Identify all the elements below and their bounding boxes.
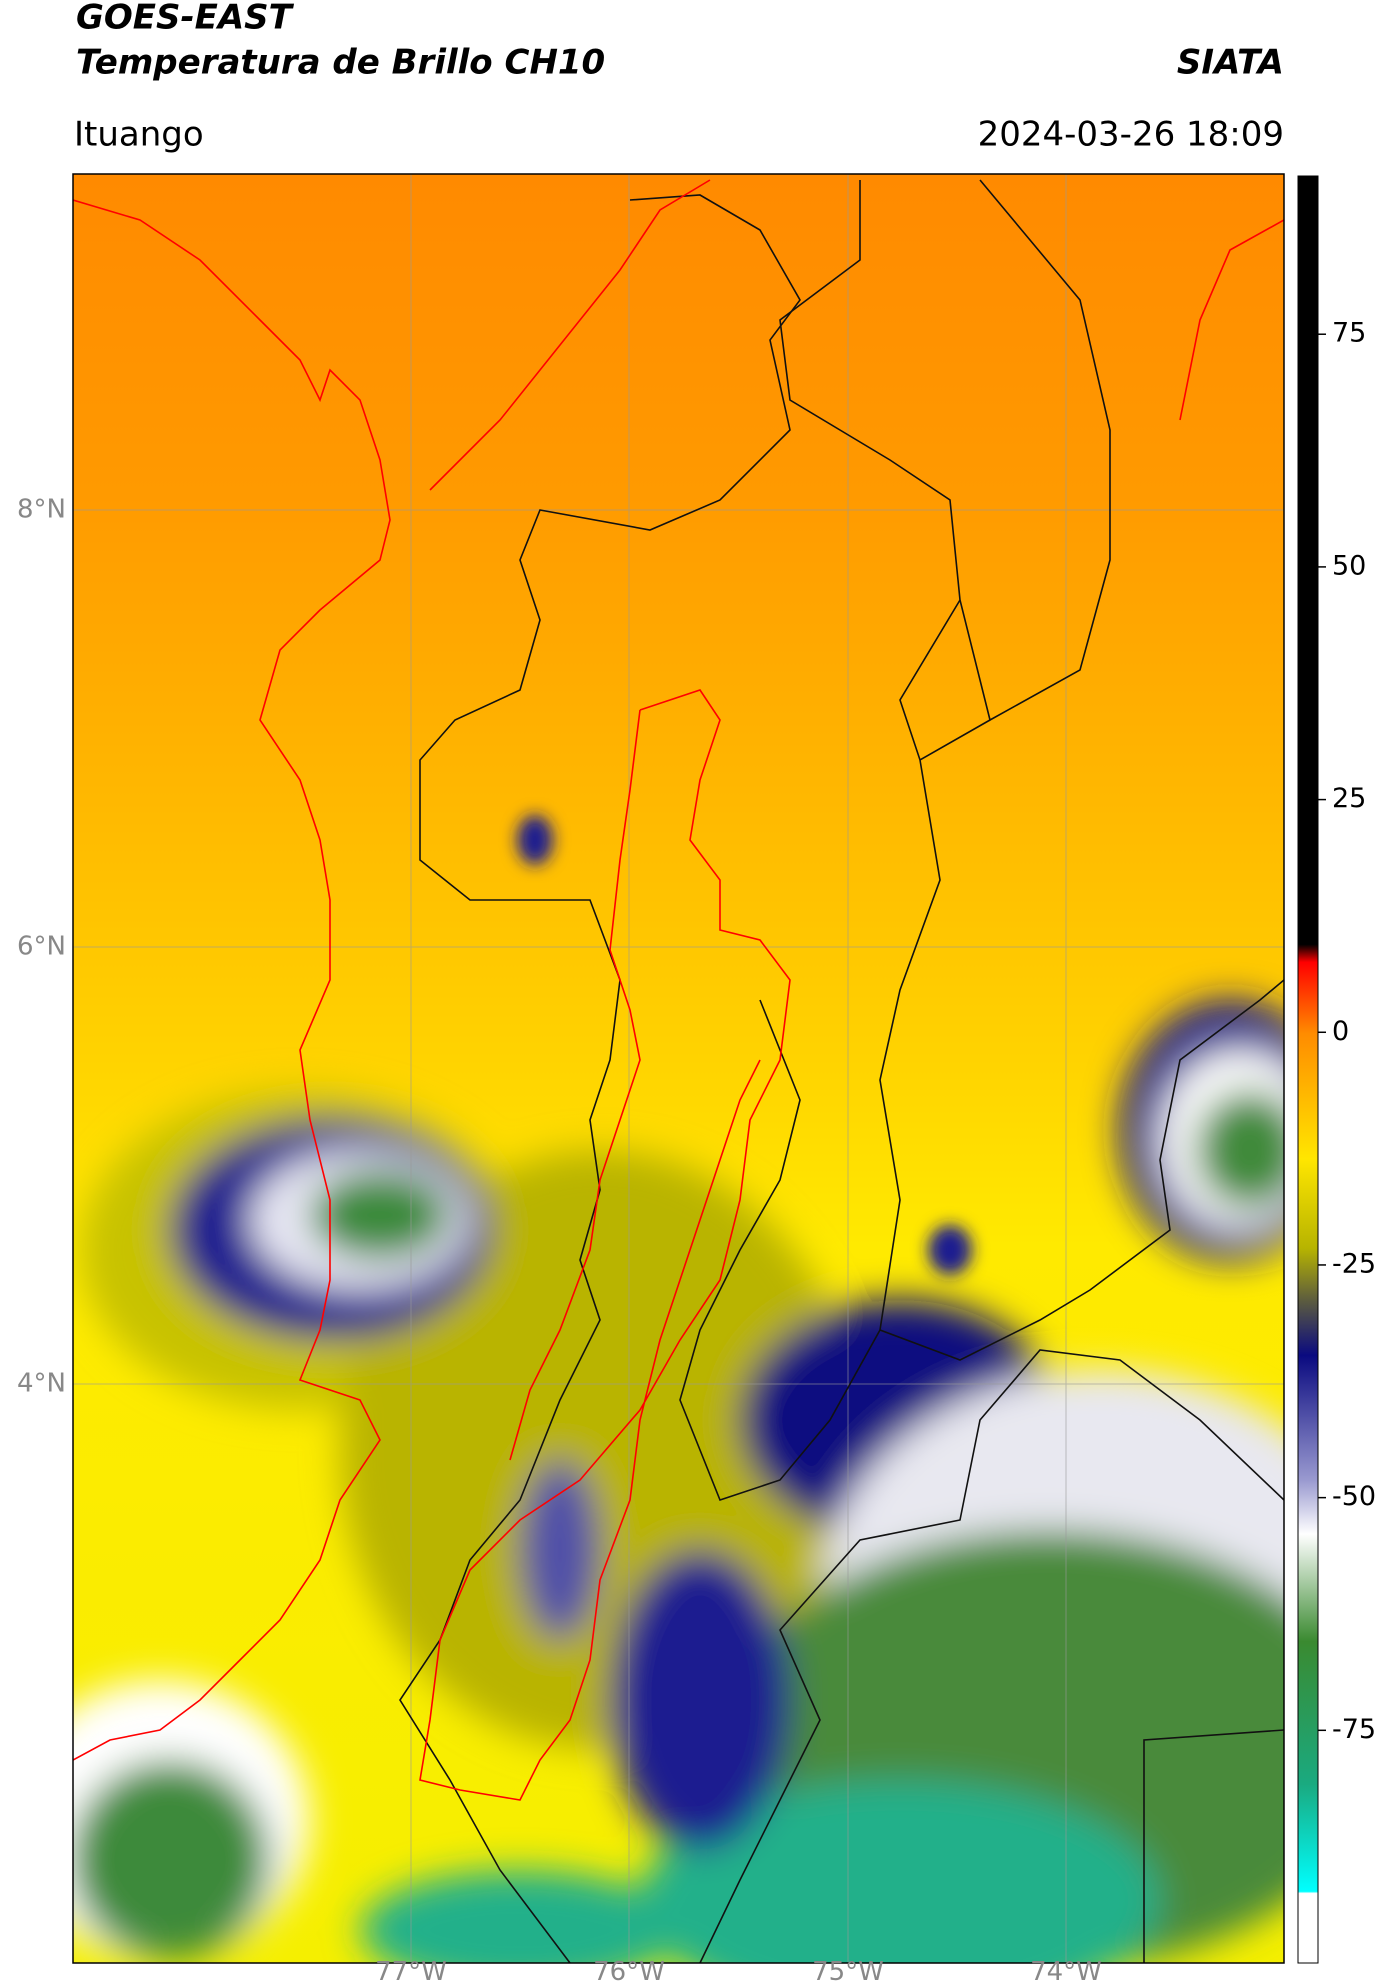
map-frame	[72, 173, 1285, 1964]
border-lines	[73, 179, 1284, 1801]
colorbar-tick-label: -75	[1332, 1714, 1376, 1745]
lon-label: 74°W	[1030, 1957, 1102, 1981]
graticule	[73, 174, 1284, 1963]
title: GOES-EAST	[76, 0, 295, 38]
colorbar-tick-label: 50	[1332, 550, 1366, 581]
lat-label: 8°N	[17, 495, 66, 525]
region: Ituango	[74, 115, 204, 155]
brand: SIATA	[1177, 43, 1284, 83]
timestamp: 2024-03-26 18:09	[978, 115, 1284, 155]
colorbar-tick-label: 25	[1332, 783, 1366, 814]
lon-label: 75°W	[812, 1957, 884, 1981]
lat-label: 4°N	[17, 1369, 66, 1399]
colorbar-tick-label: 0	[1332, 1016, 1349, 1047]
colorbar-tick-label: -25	[1332, 1248, 1376, 1279]
boundaries	[399, 179, 1284, 1963]
lon-label: 76°W	[593, 1957, 665, 1981]
colorbar	[1297, 175, 1319, 1964]
lat-label: 6°N	[17, 932, 66, 962]
colorbar-tick-label: 75	[1332, 318, 1366, 349]
subtitle: Temperatura de Brillo CH10	[76, 43, 605, 83]
colorbar-tick-label: -50	[1332, 1481, 1376, 1512]
lon-label: 77°W	[375, 1957, 447, 1981]
map	[73, 174, 1284, 1963]
